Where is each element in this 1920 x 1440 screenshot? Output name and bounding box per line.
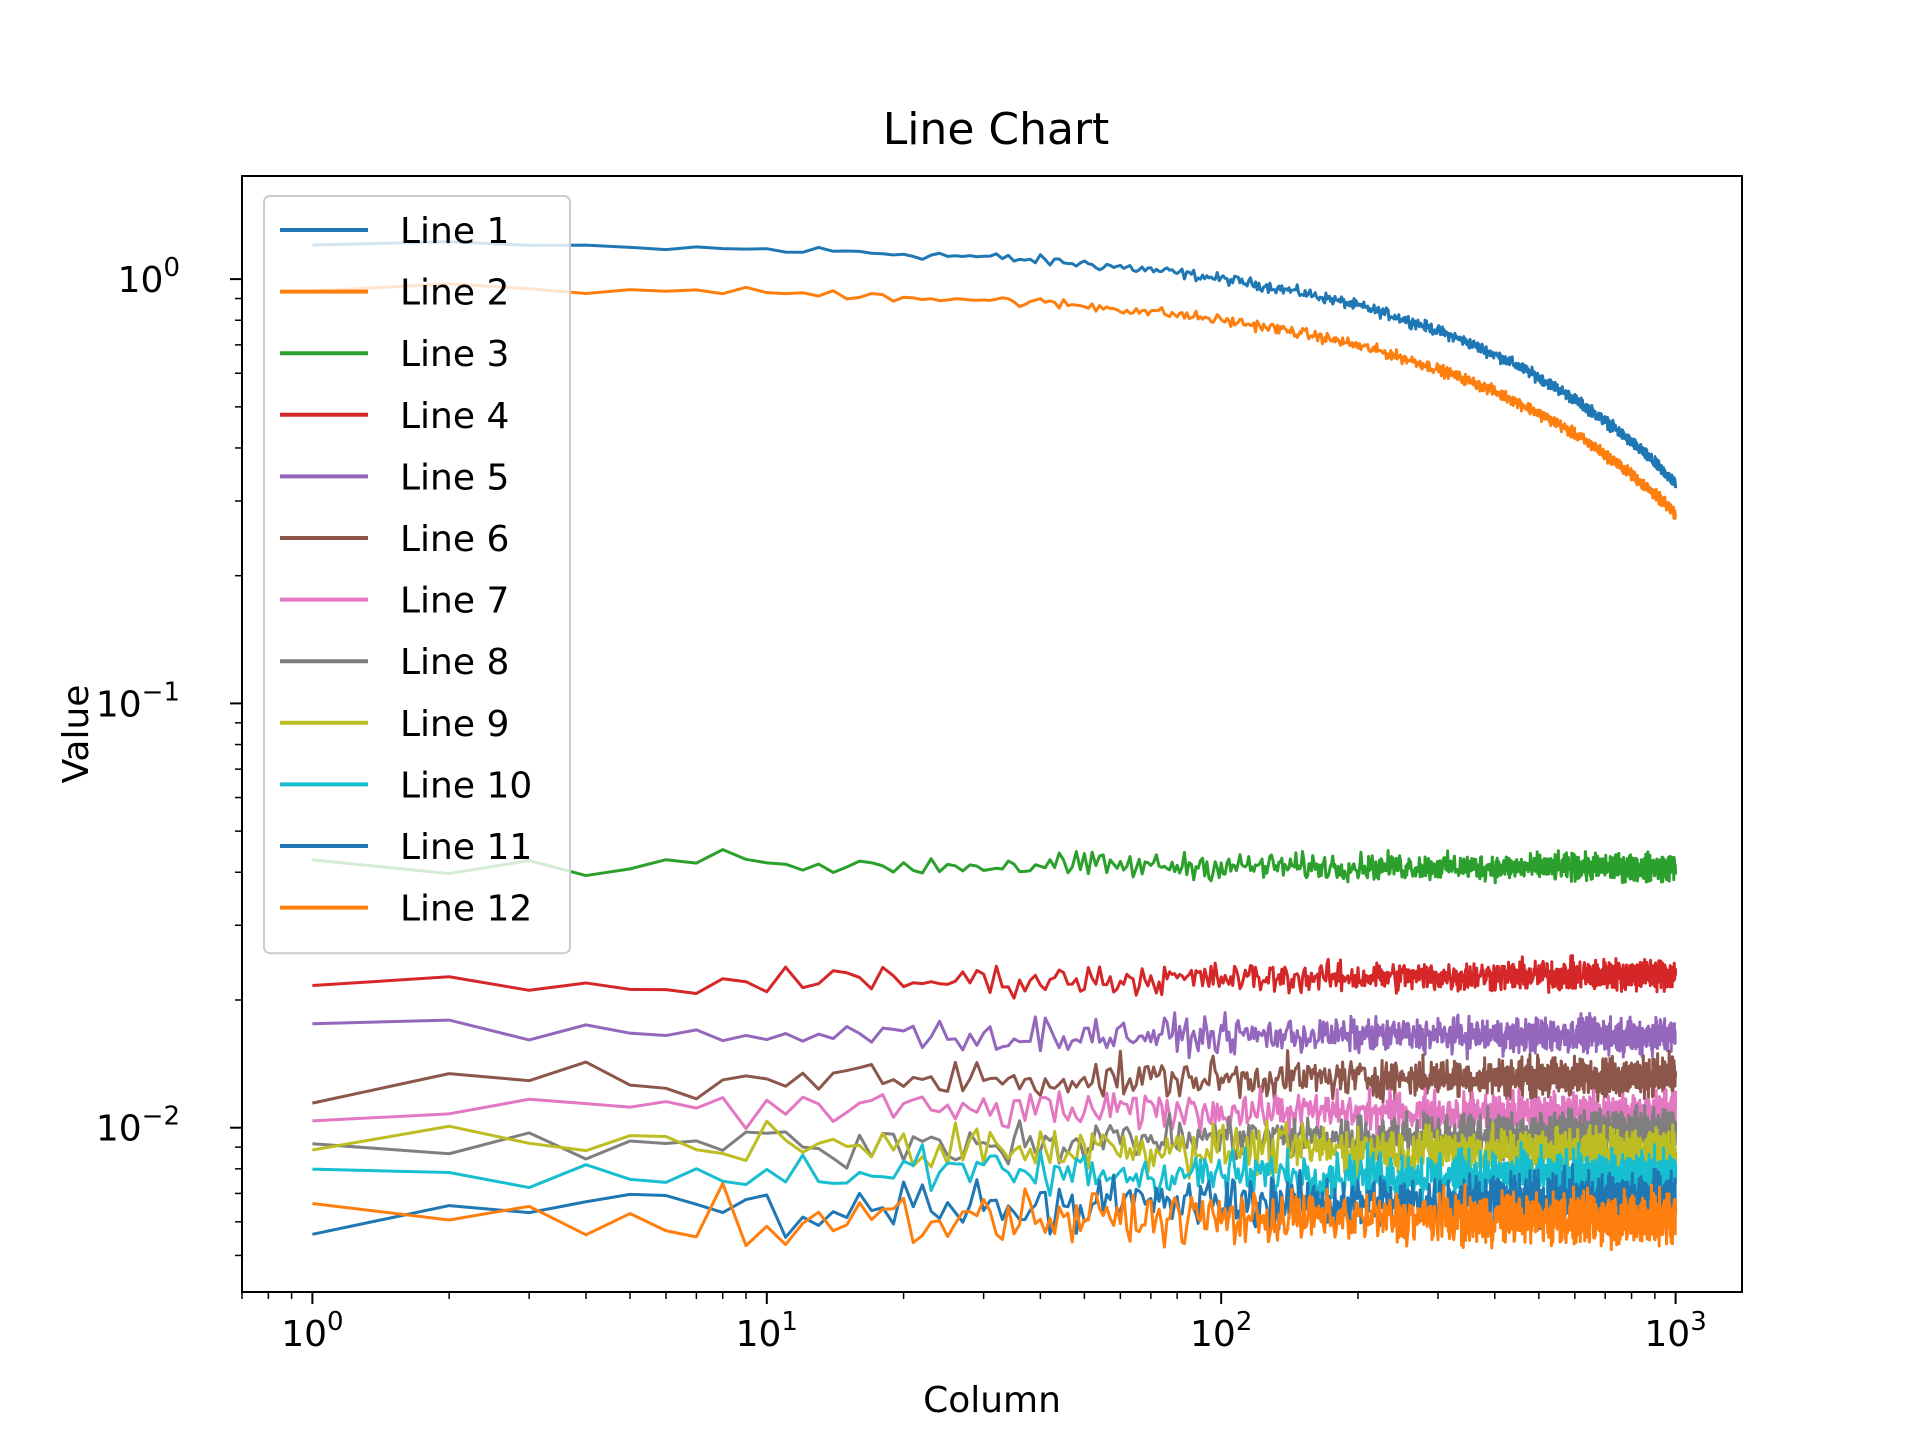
legend-label-1: Line 1: [400, 211, 509, 252]
plot-frame: [241, 175, 1743, 1293]
series-line-4: [312, 954, 1678, 1000]
series-line-5: [312, 1011, 1677, 1061]
legend-label-2: Line 2: [400, 273, 509, 314]
legend: Line 1 Line 2 Line 3 Line 4 Line 5 Line 6 Line…: [263, 195, 571, 955]
series-layer: [312, 240, 1678, 1252]
legend-label-12: Line 12: [400, 889, 532, 930]
series-line-6: [312, 1049, 1678, 1105]
legend-label-5: Line 5: [400, 457, 509, 498]
y-axis-label: Value: [56, 685, 97, 784]
legend-label-7: Line 7: [400, 581, 509, 622]
x-tick-label: 101: [736, 1307, 798, 1355]
series-line-11: [312, 1163, 1678, 1239]
series-line-3: [312, 848, 1678, 885]
y-tick-label: 10−1: [96, 677, 180, 725]
legend-box: [263, 195, 571, 955]
series-line-10: [312, 1140, 1678, 1209]
legend-label-8: Line 8: [400, 642, 509, 683]
series-line-12: [312, 1182, 1678, 1252]
legend-label-3: Line 3: [400, 334, 509, 375]
legend-label-4: Line 4: [400, 396, 509, 437]
legend-label-6: Line 6: [400, 519, 509, 560]
series-line-9: [312, 1119, 1678, 1181]
plot-area: [312, 240, 1678, 1252]
series-line-1: [312, 240, 1678, 489]
legend-label-9: Line 9: [400, 704, 509, 745]
x-axis-label: Column: [923, 1380, 1061, 1421]
series-line-2: [312, 282, 1677, 520]
chart-title: Line Chart: [883, 104, 1110, 155]
x-axis: 100 101 102 103: [241, 1292, 1707, 1355]
series-line-7: [312, 1086, 1678, 1140]
legend-label-11: Line 11: [400, 827, 532, 868]
legend-label-10: Line 10: [400, 765, 532, 806]
